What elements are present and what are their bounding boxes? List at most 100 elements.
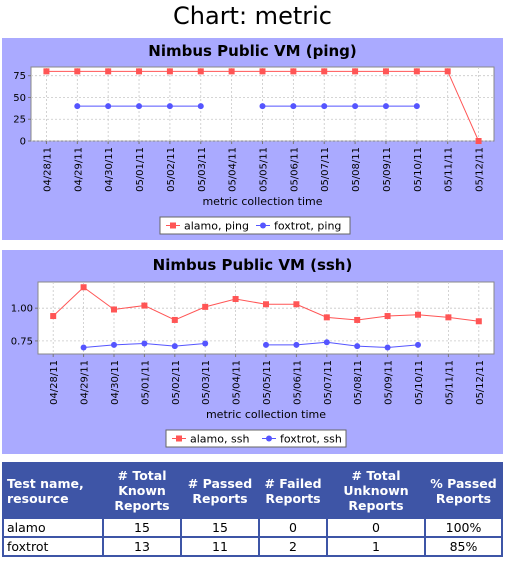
cell-passed: 15 [180,517,260,538]
ping-chart-panel: Nimbus Public VM (ping) 04/28/11 04/29/11 0… [2,38,503,240]
data-point [354,316,361,323]
data-point [197,68,204,75]
x-tick-label: 05/04/11 [232,360,243,405]
data-point [43,68,50,75]
x-tick-label: 04/28/11 [49,360,60,405]
x-tick-label: 04/30/11 [104,147,115,192]
legend-marker [260,222,266,229]
table-row: alamo 15 15 0 0 100% [2,517,503,538]
x-tick-label: 05/01/11 [135,147,146,192]
cell-failed: 0 [258,517,328,538]
header-test-name: Test name, resource [2,462,104,519]
data-point [354,343,361,350]
header-failed: # Failed Reports [258,462,328,519]
legend-marker [266,435,272,442]
header-total-known: # Total Known Reports [102,462,182,519]
ssh-chart-panel: Nimbus Public VM (ssh) 04/28/11 04/29/11 04… [2,250,503,454]
data-point [382,68,389,75]
cell-test-name: foxtrot [2,536,104,557]
x-tick-label: 05/06/11 [292,360,303,405]
x-tick-label: 05/07/11 [323,360,334,405]
data-point [202,303,209,310]
x-tick-label: 05/09/11 [384,360,395,405]
data-point [413,68,420,75]
x-tick-label: 05/11/11 [444,147,455,192]
x-tick-label: 05/03/11 [197,147,208,192]
y-tick-label: 0 [20,137,26,148]
chart-title: Nimbus Public VM (ssh) [153,256,353,274]
x-tick-label: 04/30/11 [110,360,121,405]
data-point [74,103,81,110]
data-point [290,68,297,75]
y-tick-label: 50 [13,93,26,104]
cell-percent-passed: 85% [424,536,503,557]
data-point [166,103,173,110]
page-title: Chart: metric [173,2,332,30]
legend-label: alamo, ssh [190,433,249,446]
cell-failed: 2 [258,536,328,557]
x-tick-label: 05/05/11 [259,147,270,192]
x-tick-label: 04/29/11 [80,360,91,405]
data-point [413,103,420,110]
data-point [352,68,359,75]
x-tick-label: 05/06/11 [289,147,300,192]
data-point [111,341,117,348]
legend-marker [176,435,182,442]
y-tick-label: 75 [13,71,26,82]
data-point [259,103,266,110]
x-tick-label: 05/09/11 [382,147,393,192]
x-tick-label: 05/03/11 [201,360,212,405]
data-point [444,68,451,75]
series-2 [74,103,420,110]
y-tick-label: 0.75 [11,336,33,347]
x-tick-label: 05/12/11 [475,360,486,405]
data-point [50,313,57,320]
cell-test-name: alamo [2,517,104,538]
ping-chart: Nimbus Public VM (ping) 04/28/11 04/29/11 0… [13,42,495,235]
data-point [74,68,81,75]
x-tick-label: 05/04/11 [228,147,239,192]
header-passed: # Passed Reports [180,462,260,519]
legend-label: alamo, ping [184,220,249,233]
data-point [352,103,359,110]
series-1 [50,284,482,325]
data-point [171,343,178,350]
legend: alamo, ping foxtrot, ping [159,216,351,235]
x-tick-label: 05/10/11 [413,147,424,192]
data-point [166,68,173,75]
data-point [321,68,328,75]
legend-marker [170,222,176,229]
data-point [263,301,269,308]
legend-box [159,216,351,235]
table-row: foxtrot 13 11 2 1 85% [2,536,503,557]
data-point [415,341,421,348]
data-point [445,314,452,321]
data-point [232,296,239,303]
series-line [266,341,419,348]
data-point [415,311,421,318]
x-tick-label: 05/11/11 [444,360,455,405]
data-point [382,103,389,110]
data-point [323,339,330,346]
data-point [136,103,143,110]
cell-total-known: 13 [102,536,182,557]
header-percent-passed: % Passed Reports [424,462,503,519]
cell-percent-passed: 100% [424,517,503,538]
results-table: Test name, resource # Total Known Report… [2,462,503,557]
y-tick-label: 1.00 [11,304,33,315]
data-point [202,340,209,347]
x-tick-label: 05/02/11 [166,147,177,192]
data-point [293,341,300,348]
data-point [384,313,391,320]
chart-title: Nimbus Public VM (ping) [148,42,356,60]
data-point [171,316,178,323]
data-point [293,301,300,308]
data-point [136,68,143,75]
data-point [141,302,148,309]
x-tick-label: 05/05/11 [262,360,273,405]
x-tick-label: 04/28/11 [42,147,53,192]
data-point [290,103,297,110]
data-point [228,68,235,75]
results-header-row: Test name, resource # Total Known Report… [2,462,503,519]
series-2 [80,339,421,351]
